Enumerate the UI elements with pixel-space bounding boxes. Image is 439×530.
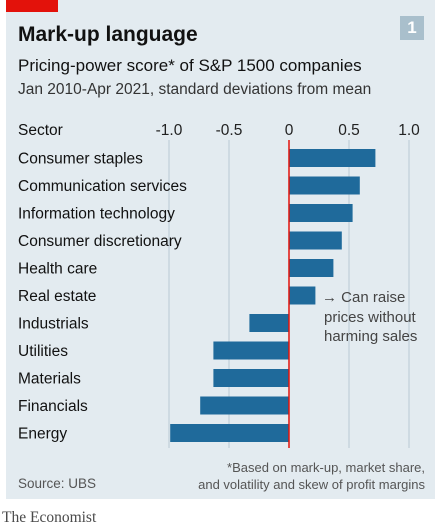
sector-axis-header: Sector [18, 122, 63, 139]
category-label: Communication services [18, 178, 187, 195]
footnote: *Based on mark-up, market share, and vol… [198, 460, 425, 493]
footnote-line-2: and volatility and skew of profit margin… [198, 476, 425, 492]
annotation-line: harming sales [324, 328, 417, 345]
bar [289, 149, 376, 167]
bar [289, 286, 316, 305]
x-tick-label: 0 [285, 122, 294, 139]
x-tick-label: 1.0 [398, 122, 420, 139]
footnote-line-1: *Based on mark-up, market share, [227, 460, 425, 475]
bars [170, 149, 376, 442]
bar [200, 396, 289, 415]
category-label: Utilities [18, 343, 68, 360]
category-label: Consumer staples [18, 151, 143, 168]
x-tick-label: -0.5 [216, 122, 243, 139]
category-label: Materials [18, 371, 81, 388]
category-label: Financials [18, 398, 88, 415]
publisher-logo: The Economist [2, 509, 97, 526]
figure-number-badge: 1 [400, 16, 424, 40]
chart-title: Mark-up language [18, 23, 198, 46]
bar [289, 259, 334, 277]
bar-chart: -1.0 -0.5 0 0.5 1.0 Sector Consumer staplesC… [18, 122, 421, 448]
chart-subtitle-period: Jan 2010-Apr 2021, standard deviations f… [18, 81, 372, 98]
brand-red-tag [6, 0, 58, 12]
category-labels: Consumer staples Communication services In… [18, 151, 187, 443]
bar [213, 341, 289, 360]
bar [170, 424, 289, 442]
x-tick-label: 0.5 [338, 122, 360, 139]
category-label: Energy [18, 426, 67, 443]
annotation: → Can raise prices without harming sales [322, 289, 417, 345]
category-label: Industrials [18, 316, 89, 333]
category-label: Real estate [18, 288, 96, 305]
x-tick-labels: -1.0 -0.5 0 0.5 1.0 [156, 122, 421, 139]
bar [213, 369, 289, 387]
bar [289, 176, 360, 195]
bar [289, 204, 353, 222]
bar [289, 231, 342, 250]
chart-panel: 1 Mark-up language Pricing-power score* … [6, 0, 435, 499]
bar [249, 314, 289, 332]
source-note: Source: UBS [18, 476, 97, 491]
annotation-line: → Can raise [322, 289, 405, 306]
annotation-line: prices without [324, 309, 417, 326]
x-tick-label: -1.0 [156, 122, 183, 139]
category-label: Health care [18, 261, 97, 278]
category-label: Consumer discretionary [18, 233, 182, 250]
category-label: Information technology [18, 206, 175, 223]
chart-subtitle: Pricing-power score* of S&P 1500 compani… [18, 56, 362, 75]
